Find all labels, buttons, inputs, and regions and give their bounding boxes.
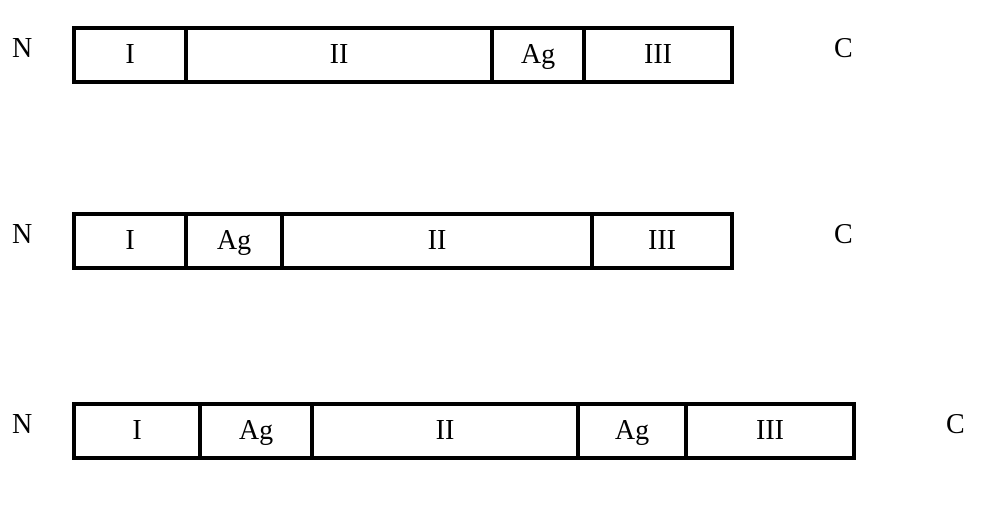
segment-box: I: [72, 402, 202, 460]
construct-row: NIAgIIAgIIIC: [0, 402, 1000, 460]
segment-box: Ag: [198, 402, 314, 460]
segment-box: II: [184, 26, 494, 84]
segment-box: Ag: [576, 402, 688, 460]
segment-box: II: [310, 402, 580, 460]
segment-box: I: [72, 26, 188, 84]
n-terminal-label: N: [12, 219, 32, 251]
segment-box: Ag: [184, 212, 284, 270]
segment-box: III: [590, 212, 734, 270]
protein-domain-diagram: NIIIAgIIICNIAgIIIIICNIAgIIAgIIIC: [0, 0, 1000, 528]
n-terminal-label: N: [12, 33, 32, 65]
construct-row: NIAgIIIIIC: [0, 212, 1000, 270]
segment-box: III: [582, 26, 734, 84]
construct-row: NIIIAgIIIC: [0, 26, 1000, 84]
segments-wrapper: IIIAgIII: [72, 26, 734, 84]
c-terminal-label: C: [834, 219, 853, 251]
segments-wrapper: IAgIIAgIII: [72, 402, 856, 460]
segment-box: III: [684, 402, 856, 460]
c-terminal-label: C: [946, 409, 965, 441]
n-terminal-label: N: [12, 409, 32, 441]
segment-box: I: [72, 212, 188, 270]
segments-wrapper: IAgIIIII: [72, 212, 734, 270]
segment-box: II: [280, 212, 594, 270]
segment-box: Ag: [490, 26, 586, 84]
c-terminal-label: C: [834, 33, 853, 65]
